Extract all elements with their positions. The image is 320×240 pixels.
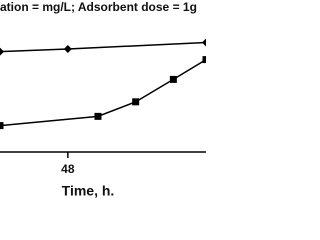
chart-title: ation = mg/L; Adsorbent dose = 1g bbox=[0, 0, 197, 14]
marker bbox=[0, 47, 4, 56]
marker bbox=[0, 122, 4, 130]
series-line bbox=[0, 58, 206, 127]
x-axis-label: Time, h. bbox=[62, 183, 115, 199]
series-line bbox=[0, 41, 206, 53]
page: ation = mg/L; Adsorbent dose = 1g Time, … bbox=[0, 0, 206, 199]
marker bbox=[132, 98, 140, 106]
marker bbox=[94, 112, 102, 120]
chart: ation = mg/L; Adsorbent dose = 1g Time, … bbox=[0, 0, 206, 199]
marker bbox=[202, 56, 206, 64]
x-tick-label: 48 bbox=[61, 162, 75, 176]
marker bbox=[202, 38, 206, 47]
marker bbox=[63, 45, 72, 54]
marker bbox=[169, 75, 177, 83]
